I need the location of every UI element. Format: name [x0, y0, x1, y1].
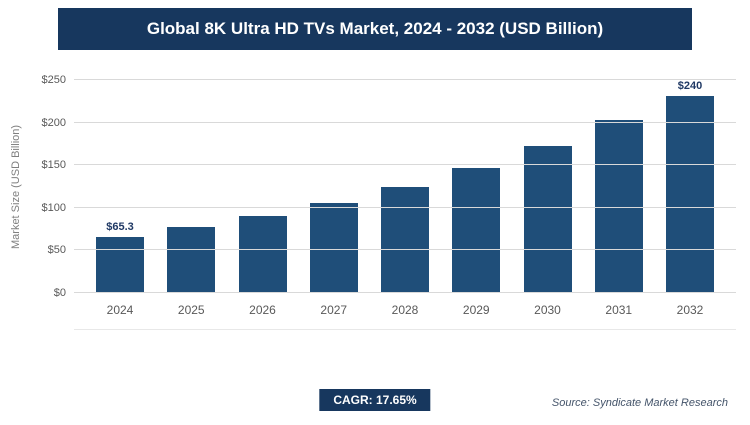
x-axis-label: 2031	[605, 303, 633, 317]
bar-cell	[238, 80, 287, 293]
x-axis-label: 2024	[106, 303, 134, 317]
x-axis-label: 2028	[391, 303, 419, 317]
plot-row: $0 $50 $100 $150 $200 $250 $65.3 $240	[28, 74, 736, 299]
bar-cell	[167, 80, 216, 293]
source-text: Source: Syndicate Market Research	[551, 397, 728, 409]
gridline	[74, 206, 736, 208]
bar-2028	[381, 186, 429, 293]
y-tick-label: $50	[47, 244, 66, 257]
bar-data-label: $65.3	[106, 221, 134, 234]
x-axis-label: 2025	[177, 303, 205, 317]
gridline	[74, 79, 736, 80]
x-axis-label: 2027	[320, 303, 348, 317]
bar-2025	[167, 227, 216, 293]
bar-series: $65.3 $240	[74, 80, 736, 293]
bar-2031	[594, 120, 643, 293]
chart-footer: CAGR: 17.65% Source: Syndicate Market Re…	[0, 389, 750, 411]
bar-2029	[452, 167, 501, 293]
bar-cell	[452, 80, 501, 293]
y-tick-label: $150	[41, 159, 66, 172]
x-axis-label: 2032	[676, 303, 704, 317]
gridline	[74, 249, 736, 251]
bar-cell	[309, 80, 358, 293]
bar-cell	[594, 80, 643, 293]
x-axis-label: 2029	[462, 303, 490, 317]
bar-2032	[666, 96, 714, 293]
bar-2024	[96, 237, 144, 293]
plot-area: $65.3 $240	[74, 79, 736, 293]
gridline	[74, 121, 736, 123]
y-axis-title: Market Size (USD Billion)	[10, 124, 22, 249]
x-axis-label: 2030	[534, 303, 561, 317]
y-tick-label: $250	[41, 74, 66, 86]
bar-2030	[523, 146, 572, 293]
gridline	[74, 292, 736, 293]
bar-data-label: $240	[677, 80, 703, 92]
y-tick-label: $0	[53, 287, 66, 299]
gridline	[74, 164, 736, 166]
y-tick-label: $100	[41, 201, 66, 214]
chart-title: Global 8K Ultra HD TVs Market, 2024 - 20…	[146, 19, 604, 38]
x-axis-label: 2026	[249, 303, 276, 317]
bar-cell: $65.3	[96, 80, 144, 293]
chart-page: Global 8K Ultra HD TVs Market, 2024 - 20…	[0, 8, 750, 425]
bar-2027	[309, 202, 358, 293]
chart-title-bar: Global 8K Ultra HD TVs Market, 2024 - 20…	[58, 8, 692, 50]
y-tick-label: $200	[41, 116, 66, 129]
cagr-badge: CAGR: 17.65%	[319, 389, 431, 411]
bar-cell: $240	[666, 80, 714, 293]
x-axis-labels: 2024 2025 2026 2027 2028 2029 2030 2031 2032	[74, 303, 736, 330]
y-axis-tick-labels: $0 $50 $100 $150 $200 $250	[28, 74, 74, 299]
bar-cell	[523, 80, 572, 293]
chart-column: $0 $50 $100 $150 $200 $250 $65.3 $240 2024 2025…	[28, 74, 736, 330]
bar-2026	[238, 216, 287, 293]
bar-chart: Market Size (USD Billion) $0 $50 $100 $150 $…	[10, 74, 736, 330]
bar-cell	[381, 80, 429, 293]
